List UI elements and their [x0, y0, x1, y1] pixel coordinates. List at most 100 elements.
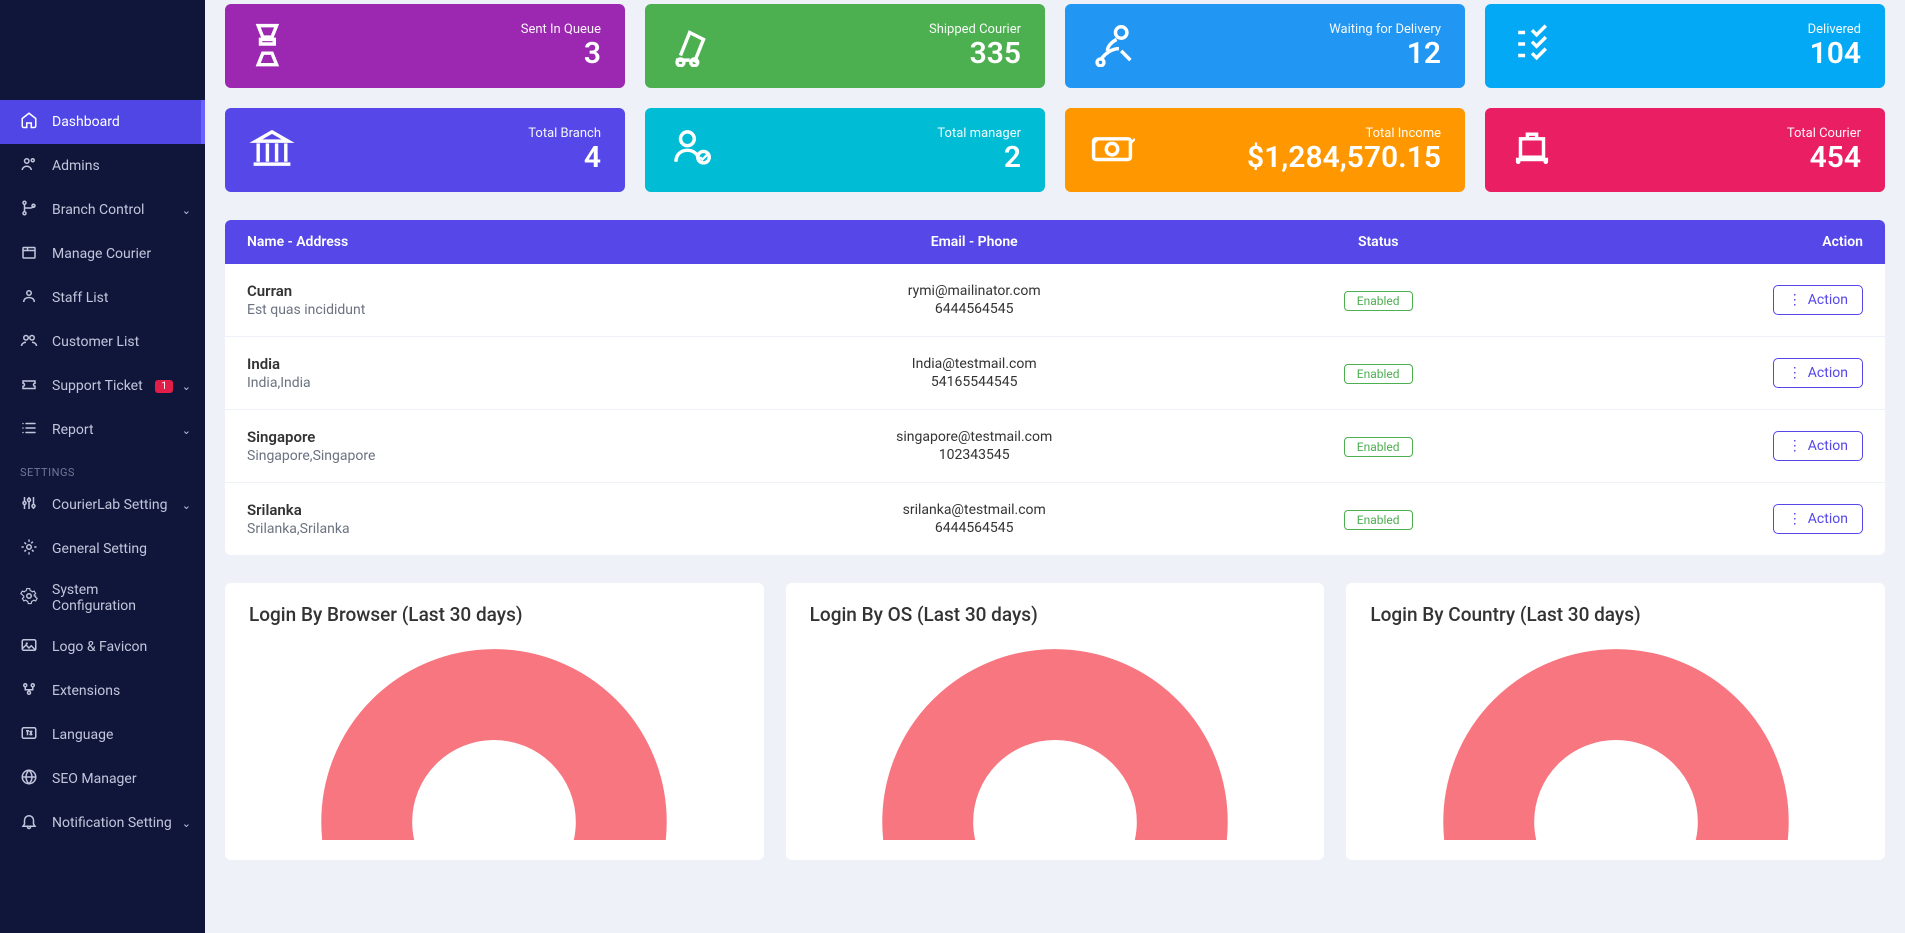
action-button[interactable]: ⋮Action: [1773, 504, 1863, 534]
table-row: IndiaIndia,IndiaIndia@testmail.com541655…: [225, 337, 1885, 410]
sidebar-item-branch-control[interactable]: Branch Control⌄: [0, 188, 205, 232]
sidebar-item-label: System Configuration: [52, 582, 185, 614]
row-phone: 6444564545: [732, 301, 1217, 317]
stat-value: $1,284,570.15: [1247, 141, 1441, 174]
sidebar: DashboardAdminsBranch Control⌄ Manage Cou…: [0, 0, 205, 933]
sidebar-item-dashboard[interactable]: Dashboard: [0, 100, 205, 144]
sidebar-item-label: CourierLab Setting: [52, 497, 168, 513]
stat-card-total-manager[interactable]: Total manager2: [645, 108, 1045, 192]
stat-label: Total Income: [1247, 126, 1441, 141]
user-icon: [20, 287, 52, 309]
stat-icon: [249, 21, 295, 71]
stat-value: 12: [1329, 37, 1441, 70]
gear-icon: [20, 538, 52, 560]
sidebar-item-manage-courier[interactable]: Manage Courier: [0, 232, 205, 276]
status-badge: Enabled: [1344, 510, 1413, 530]
branch-icon: [20, 199, 52, 221]
row-address: Srilanka,Srilanka: [247, 521, 732, 537]
lang-icon: [20, 724, 52, 746]
sidebar-item-label: Logo & Favicon: [52, 639, 147, 655]
sidebar-item-label: Manage Courier: [52, 246, 151, 262]
action-button[interactable]: ⋮Action: [1773, 358, 1863, 388]
stat-icon: [1509, 21, 1555, 71]
sidebar-item-report[interactable]: Report⌄: [0, 408, 205, 452]
ticket-icon: [20, 375, 52, 397]
sidebar-item-notification-setting[interactable]: Notification Setting⌄: [0, 801, 205, 845]
stat-label: Waiting for Delivery: [1329, 22, 1441, 37]
stat-card-delivered[interactable]: Delivered104: [1485, 4, 1885, 88]
row-address: Est quas incididunt: [247, 302, 732, 318]
sidebar-item-extensions[interactable]: Extensions: [0, 669, 205, 713]
row-phone: 54165544545: [732, 374, 1217, 390]
stat-label: Shipped Courier: [929, 22, 1021, 37]
action-label: Action: [1808, 438, 1848, 454]
table-row: CurranEst quas incididuntrymi@mailinator…: [225, 264, 1885, 337]
sidebar-item-label: General Setting: [52, 541, 147, 557]
stat-label: Delivered: [1808, 22, 1861, 37]
puzzle-icon: [20, 680, 52, 702]
stat-card-total-branch[interactable]: Total Branch4: [225, 108, 625, 192]
users-icon: [20, 155, 52, 177]
stat-icon: [669, 21, 715, 71]
dots-icon: ⋮: [1788, 365, 1802, 381]
stat-icon: [249, 125, 295, 175]
chevron-down-icon: ⌄: [182, 817, 191, 830]
stat-icon: [1509, 125, 1555, 175]
dots-icon: ⋮: [1788, 438, 1802, 454]
stat-card-total-courier[interactable]: Total Courier454: [1485, 108, 1885, 192]
sidebar-item-label: Extensions: [52, 683, 120, 699]
donut-chart: [1370, 640, 1861, 840]
row-email: rymi@mailinator.com: [732, 283, 1217, 299]
action-label: Action: [1808, 292, 1848, 308]
stat-label: Sent In Queue: [521, 22, 601, 37]
stat-value: 2: [937, 141, 1021, 174]
chevron-down-icon: ⌄: [182, 380, 191, 393]
stat-value: 4: [528, 141, 601, 174]
stat-label: Total Branch: [528, 126, 601, 141]
chevron-down-icon: ⌄: [182, 204, 191, 217]
action-button[interactable]: ⋮ Action: [1773, 431, 1863, 461]
sidebar-item-customer-list[interactable]: Customer List: [0, 320, 205, 364]
stat-card-total-income[interactable]: Total Income$1,284,570.15: [1065, 108, 1465, 192]
chart-title: Login By Country (Last 30 days): [1370, 603, 1861, 626]
action-button[interactable]: ⋮Action: [1773, 285, 1863, 315]
sidebar-item-support-ticket[interactable]: Support Ticket1⌄: [0, 364, 205, 408]
stat-card-shipped-courier[interactable]: Shipped Courier335: [645, 4, 1045, 88]
th-contact: Email - Phone: [732, 234, 1217, 250]
sidebar-item-admins[interactable]: Admins: [0, 144, 205, 188]
sidebar-item-logo-&-favicon[interactable]: Logo & Favicon: [0, 625, 205, 669]
status-badge: Enabled: [1344, 291, 1413, 311]
stat-card-waiting-for-delivery[interactable]: Waiting for Delivery12: [1065, 4, 1465, 88]
sidebar-item-label: Customer List: [52, 334, 139, 350]
sidebar-item-general-setting[interactable]: General Setting: [0, 527, 205, 571]
row-email: srilanka@testmail.com: [732, 502, 1217, 518]
status-badge: Enabled: [1344, 437, 1413, 457]
stat-value: 454: [1787, 141, 1861, 174]
chart-card: Login By Browser (Last 30 days): [225, 583, 764, 860]
stat-icon: [669, 125, 715, 175]
stat-card-sent-in-queue[interactable]: Sent In Queue3: [225, 4, 625, 88]
sidebar-item-system-configuration[interactable]: System Configuration: [0, 571, 205, 625]
row-phone: 102343545: [732, 447, 1217, 463]
row-name: Srilanka: [247, 501, 732, 519]
stat-icon: [1089, 21, 1135, 71]
bell-icon: [20, 812, 52, 834]
home-icon: [20, 111, 52, 133]
donut-chart: [249, 640, 740, 840]
row-phone: 6444564545: [732, 520, 1217, 536]
globe-icon: [20, 768, 52, 790]
sidebar-item-language[interactable]: Language: [0, 713, 205, 757]
stat-label: Total manager: [937, 126, 1021, 141]
table-header-row: Name - Address Email - Phone Status Acti…: [225, 220, 1885, 264]
sidebar-badge: 1: [155, 380, 173, 393]
sidebar-item-courierlab-setting[interactable]: CourierLab Setting⌄: [0, 483, 205, 527]
sidebar-item-staff-list[interactable]: Staff List: [0, 276, 205, 320]
donut-chart: [810, 640, 1301, 840]
stat-value: 3: [521, 37, 601, 70]
stat-value: 104: [1808, 37, 1861, 70]
box-icon: [20, 243, 52, 265]
sidebar-item-seo-manager[interactable]: SEO Manager: [0, 757, 205, 801]
row-email: singapore@testmail.com: [732, 429, 1217, 445]
th-status: Status: [1217, 234, 1540, 250]
cog-icon: [20, 587, 52, 609]
